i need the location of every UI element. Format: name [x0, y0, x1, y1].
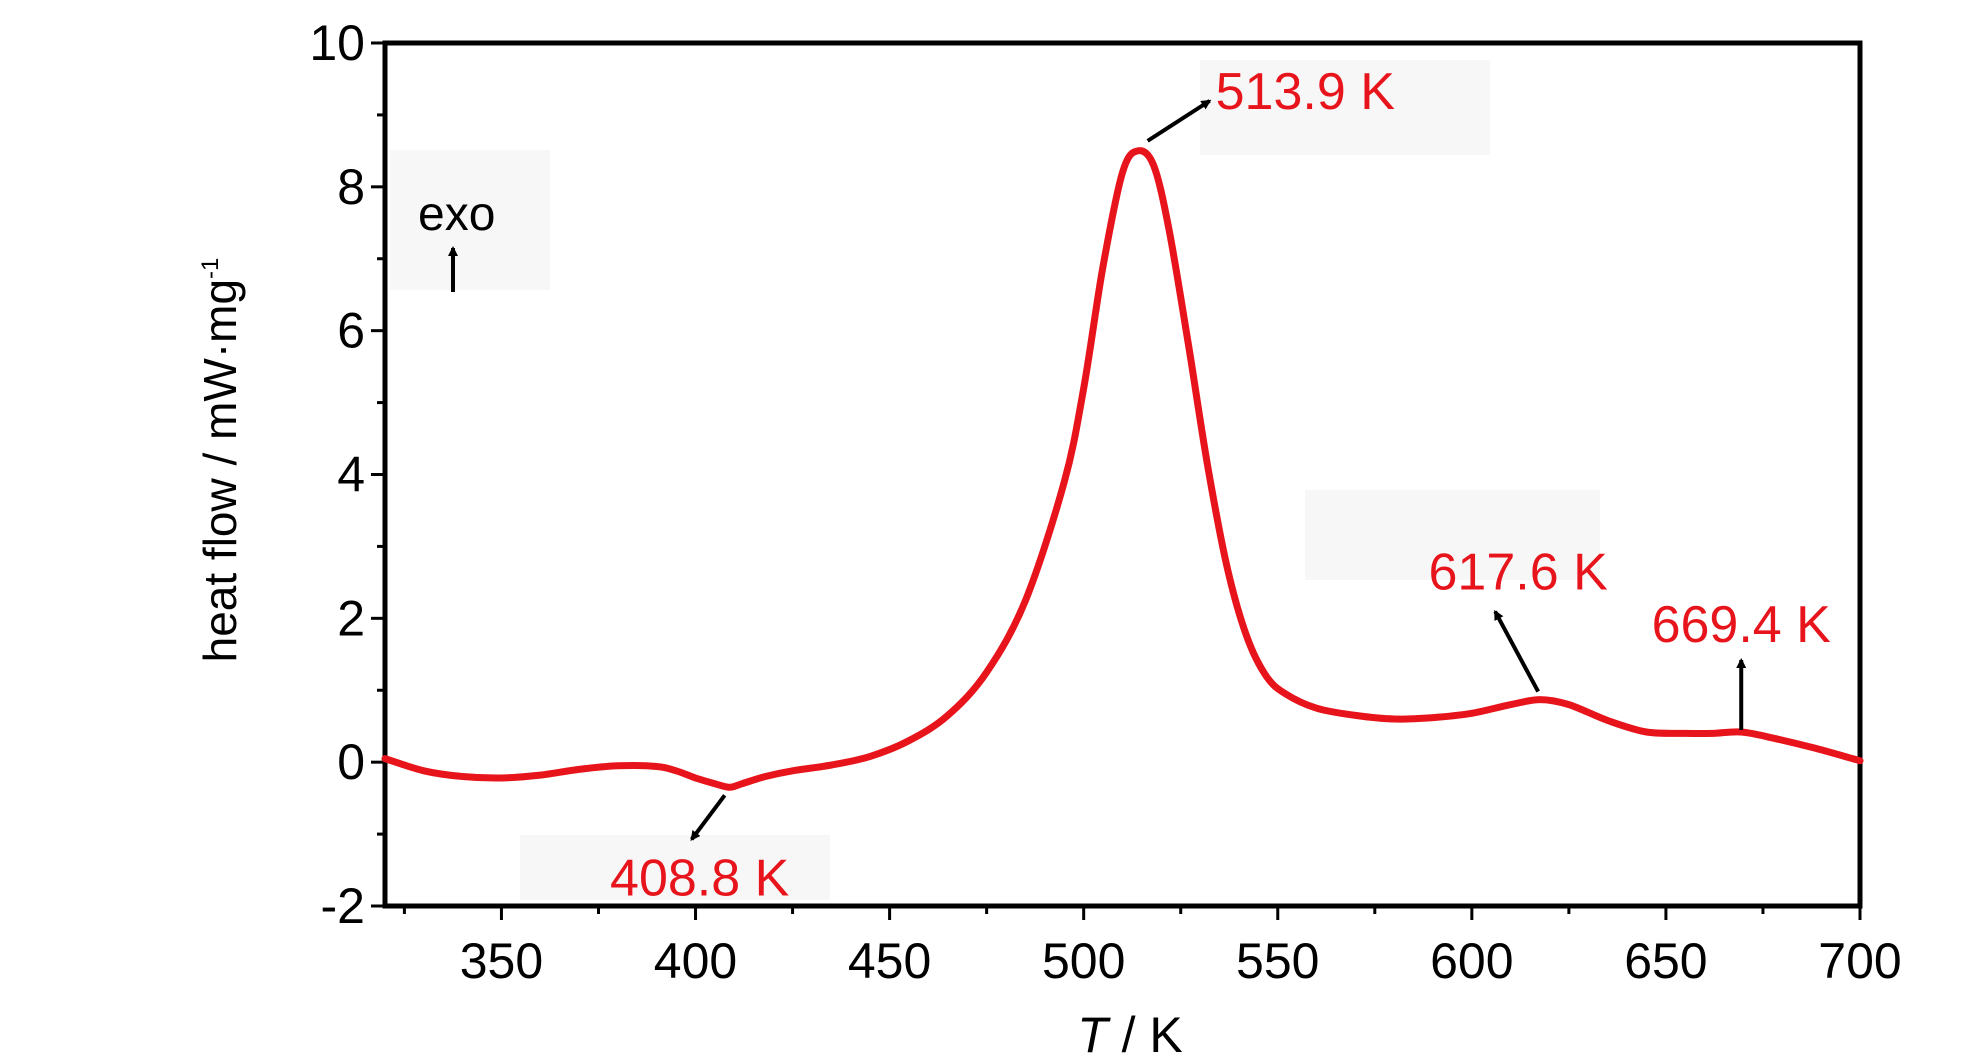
x-axis-title-unit: / K: [1108, 1007, 1183, 1063]
x-tick-label: 450: [848, 933, 931, 989]
y-axis: -2 0 2 4 6 8 10: [309, 15, 385, 934]
y-tick-label: 4: [337, 447, 365, 503]
y-tick-label: 0: [337, 734, 365, 790]
x-tick-label: 550: [1236, 933, 1319, 989]
y-tick-label: 2: [337, 590, 365, 646]
peak-annotation-label: 617.6 K: [1429, 544, 1609, 602]
label-boxes: [390, 60, 1600, 900]
x-tick-label: 500: [1042, 933, 1125, 989]
label-background-box: [390, 150, 550, 290]
annotation-arrow-icon: [1493, 609, 1540, 693]
x-tick-label: 400: [654, 933, 737, 989]
x-tick-label: 350: [460, 933, 543, 989]
x-axis-title: T / K: [1077, 1007, 1183, 1063]
y-tick-label: -2: [321, 878, 365, 934]
label-background-box: [1305, 490, 1600, 580]
x-tick-label: 600: [1430, 933, 1513, 989]
exo-indicator: exo: [418, 188, 495, 292]
peak-annotation-label: 513.9 K: [1216, 63, 1396, 121]
series-layer: [381, 147, 1864, 791]
peak-annotation-label: 669.4 K: [1652, 596, 1832, 654]
heat-flow-line: [381, 147, 1864, 791]
y-tick-label: 8: [337, 159, 365, 215]
annotation-arrow-icon: [690, 794, 727, 841]
label-background-box: [1200, 60, 1490, 155]
label-background-box: [520, 835, 830, 900]
x-axis-title-variable: T: [1077, 1007, 1111, 1063]
x-tick-label: 650: [1624, 933, 1707, 989]
y-axis-title: heat flow / mW·mg-1: [194, 258, 246, 663]
x-axis: 350 400 450 500 550 600 650 700: [402, 906, 1902, 989]
y-tick-label: 10: [309, 15, 365, 71]
x-tick-label: 700: [1818, 933, 1901, 989]
annotations: 513.9 K 408.8 K 617.6 K 669.4 K: [610, 63, 1831, 907]
y-tick-label: 6: [337, 303, 365, 359]
peak-annotation-label: 408.8 K: [610, 849, 790, 907]
y-axis-title-superscript: -1: [197, 258, 224, 279]
annotation-arrow-icon: [1146, 99, 1212, 143]
exo-label: exo: [418, 188, 495, 241]
